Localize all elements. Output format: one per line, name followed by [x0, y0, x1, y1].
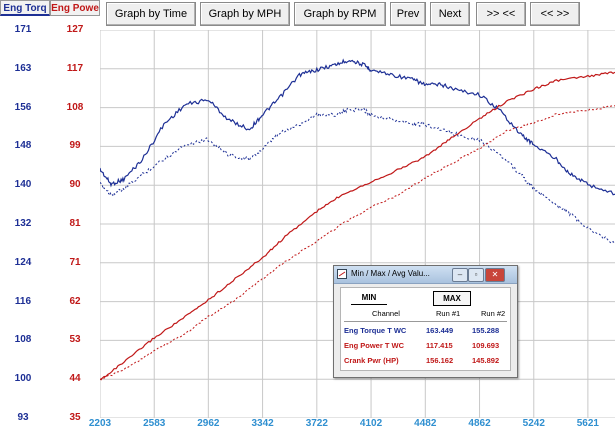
min-max-table: MIN MAX Channel Run #1 Run #2 Eng Torque… [340, 287, 511, 371]
rpm-tick-label: 4102 [359, 418, 383, 429]
power-axis-tick-label: 35 [69, 412, 81, 423]
power-axis-tick-label: 117 [66, 62, 84, 74]
torque-axis-tick-label: 156 [14, 101, 32, 113]
tab-min[interactable]: MIN [351, 291, 387, 305]
run1-cell: 156.162 [426, 356, 454, 365]
graph-by-rpm-button[interactable]: Graph by RPM [294, 2, 386, 26]
rpm-tick-label: 4482 [414, 418, 437, 429]
power-axis-tick-label: 44 [69, 373, 81, 385]
power-axis-tick-label: 127 [66, 24, 84, 35]
rpm-tick-label: 5242 [522, 418, 545, 429]
rpm-tick-label: 3342 [251, 418, 274, 429]
torque-series-solid-line [100, 58, 615, 196]
power-axis-tick-label: 53 [69, 334, 81, 346]
window-titlebar[interactable]: Min / Max / Avg Valu... – ▫ ✕ [334, 266, 517, 284]
torque-axis: Eng Torq 171 163 156 148 140 132 124 116 108 100 9… [0, 0, 50, 435]
rpm-tick-label: 2583 [143, 418, 166, 429]
run1-cell: 117.415 [426, 341, 453, 350]
power-series-dotted-line [100, 105, 615, 381]
channel-header: Channel [372, 309, 400, 318]
close-icon[interactable]: ✕ [485, 268, 505, 282]
power-axis-tick-label: 99 [69, 140, 81, 152]
torque-axis-tick-label: 171 [14, 24, 32, 35]
channel-cell: Crank Pwr (HP) [344, 356, 399, 365]
power-axis-tick-label: 81 [69, 218, 81, 229]
torque-axis-tick-label: 163 [14, 62, 32, 74]
torque-axis-tick-label: 132 [14, 218, 32, 229]
power-axis-tick-label: 71 [69, 256, 81, 268]
torque-axis-tick-label: 93 [17, 412, 29, 423]
table-row: Eng Torque T WC 163.449 155.288 [344, 324, 507, 338]
toolbar: Graph by Time Graph by MPH Graph by RPM … [100, 0, 615, 30]
window-title: Min / Max / Avg Valu... [351, 269, 430, 278]
graph-by-time-button[interactable]: Graph by Time [106, 2, 196, 26]
run2-cell: 109.693 [472, 341, 500, 350]
rpm-tick-label: 2203 [88, 418, 112, 429]
power-axis-tick-label: 90 [69, 179, 81, 191]
run2-cell: 145.892 [472, 356, 500, 365]
graph-by-mph-button[interactable]: Graph by MPH [200, 2, 290, 26]
torque-axis-tick-label: 100 [14, 373, 32, 385]
rpm-tick-label: 5621 [576, 418, 599, 429]
min-max-avg-window[interactable]: Min / Max / Avg Valu... – ▫ ✕ MIN MAX Ch… [333, 265, 518, 378]
next-button[interactable]: Next [430, 2, 470, 26]
power-axis: Eng Powe 127 117 108 99 90 81 71 62 53 44 35 [50, 0, 100, 435]
prev-button[interactable]: Prev [390, 2, 426, 26]
torque-axis-tab[interactable]: Eng Torq [0, 0, 50, 16]
run2-cell: 155.288 [472, 326, 500, 335]
rpm-tick-label: 3722 [305, 418, 328, 429]
tab-max[interactable]: MAX [433, 291, 471, 306]
rpm-tick-label: 2962 [197, 418, 220, 429]
zoom-out-button[interactable]: << >> [530, 2, 580, 26]
run1-header: Run #1 [436, 309, 461, 318]
restore-icon[interactable]: ▫ [468, 268, 484, 282]
power-series-solid-line [100, 71, 615, 381]
torque-series-dotted-line [100, 107, 615, 245]
minimize-icon[interactable]: – [452, 268, 468, 282]
table-row: Eng Power T WC 117.415 109.693 [344, 339, 507, 353]
table-header: Channel Run #1 Run #2 [344, 307, 507, 322]
run1-cell: 163.449 [426, 326, 454, 335]
power-axis-tick-label: 62 [69, 295, 81, 307]
torque-axis-tick-label: 116 [14, 295, 32, 307]
torque-axis-tick-label: 124 [14, 256, 32, 268]
window-app-icon [337, 269, 347, 279]
torque-axis-tick-label: 148 [14, 140, 32, 152]
power-axis-tab[interactable]: Eng Powe [50, 0, 100, 16]
zoom-in-button[interactable]: >> << [476, 2, 526, 26]
torque-axis-tick-label: 140 [14, 179, 32, 191]
channel-cell: Eng Power T WC [344, 341, 404, 350]
torque-axis-tick-label: 108 [14, 334, 32, 346]
power-axis-tick-label: 108 [66, 101, 84, 113]
table-row: Crank Pwr (HP) 156.162 145.892 [344, 354, 507, 368]
rpm-tick-label: 4862 [468, 418, 491, 429]
run2-header: Run #2 [481, 309, 506, 318]
channel-cell: Eng Torque T WC [344, 326, 407, 335]
